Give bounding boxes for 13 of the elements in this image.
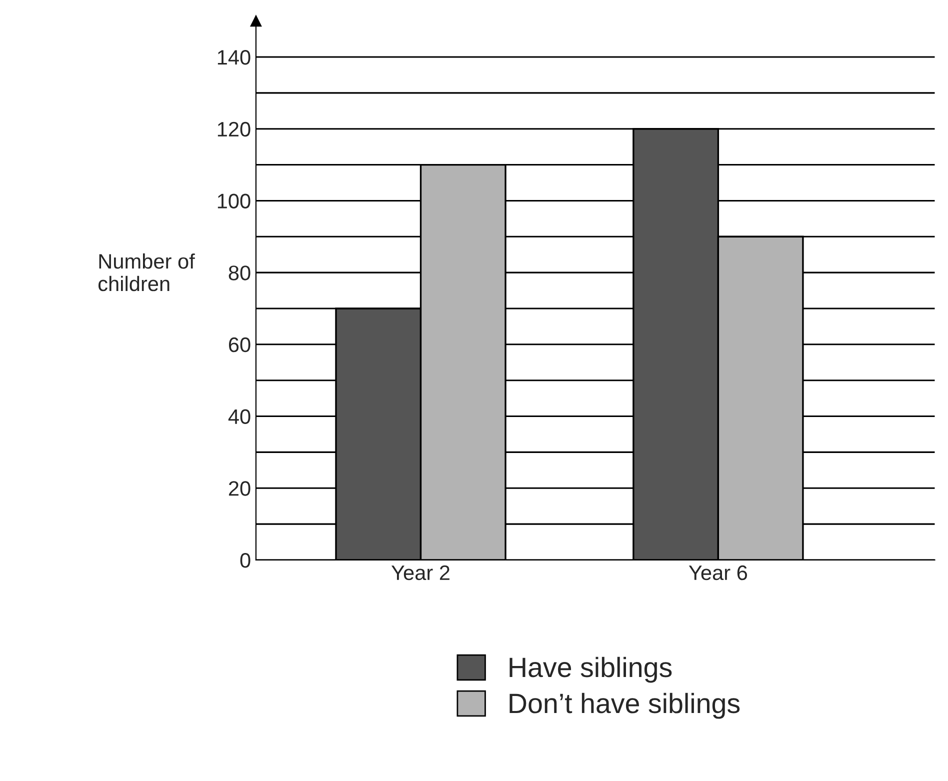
legend-label: Don’t have siblings: [510, 692, 740, 719]
y-tick-label: 140: [218, 50, 250, 65]
y-tick-label: 120: [218, 122, 250, 137]
y-tick-label: 0: [240, 552, 250, 568]
y-tick-label: 40: [228, 409, 250, 424]
y-tick-label: 80: [228, 266, 250, 280]
y-axis-title: Number of children: [98, 253, 195, 292]
y-tick-label: 20: [228, 481, 250, 496]
x-tick-label: Year 6: [688, 565, 748, 580]
x-tick-label: Year 2: [391, 565, 450, 580]
y-tick-label: 100: [218, 194, 250, 208]
y-tick-label: 60: [228, 337, 250, 352]
legend-label: Have siblings: [510, 656, 672, 683]
